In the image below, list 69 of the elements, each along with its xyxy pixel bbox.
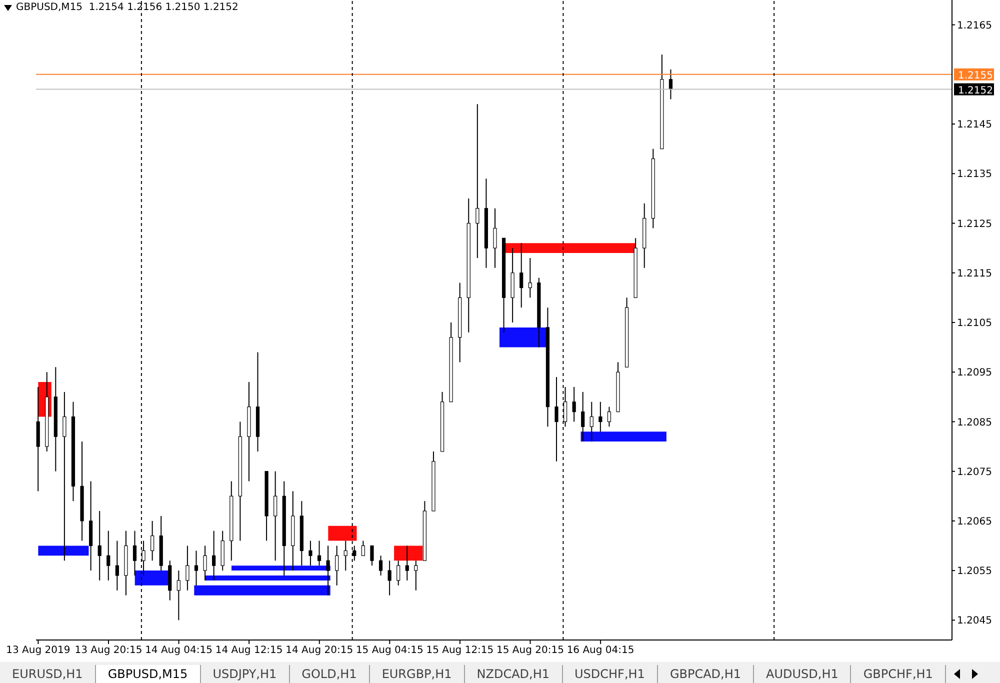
candlestick [528,257,532,298]
candlestick [106,530,110,581]
y-tick-label: 1.2085 [957,417,992,428]
candlestick [572,386,576,422]
text: GBPUSD,M15 [96,665,201,683]
x-tick-label: 13 Aug 2019 [6,645,70,656]
text: USDJPY,H1 [200,665,290,683]
text: USDCHF,H1 [562,665,658,683]
x-tick-label: 13 Aug 20:15 [74,645,142,656]
text: AUDUSD,H1 [754,665,852,683]
y-tick-label: 1.2125 [957,218,992,230]
y-tick-label: 1.2055 [957,566,992,578]
candlestick [476,104,480,258]
text: NZDCAD,H1 [464,665,563,683]
y-tick-label: 1.2165 [957,20,992,32]
candlestick [370,545,374,566]
candlestick [344,540,348,572]
text: GBPCHF,H1 [851,665,946,683]
candlestick [405,545,409,581]
text: GOLD,H1 [290,665,370,683]
candlestick [388,560,392,596]
candlestick [414,560,418,591]
chart-title: GBPUSD,M15 1.2154 1.2156 1.2150 1.2152 [16,2,238,13]
y-tick-label: 1.2045 [957,616,992,627]
ref-line-label: 1.2155 [958,70,993,82]
candlestick [194,550,198,586]
x-tick-label: 14 Aug 04:15 [145,645,212,656]
candlestick [203,545,207,581]
x-tick-label: 14 Aug 20:15 [286,645,354,656]
ref-line-label: 1.2152 [958,85,993,96]
candlestick [378,555,383,576]
y-tick-label: 1.2135 [957,169,992,180]
candlestick [98,510,102,581]
candlestick [581,391,585,442]
candlestick [493,208,497,268]
candlestick [186,545,190,591]
candlestick [590,401,594,442]
candlestick [335,545,339,586]
candlestick [554,376,558,462]
x-tick-label: 15 Aug 04:15 [356,645,424,656]
x-tick-label: 16 Aug 04:15 [566,645,634,656]
candlestick [361,540,365,556]
x-tick-label: 14 Aug 12:15 [215,645,283,656]
candlestick [274,470,278,562]
text: EURUSD,H1 [0,665,96,683]
y-tick-label: 1.2065 [957,516,992,528]
candlestick [176,570,180,621]
text: GBPCAD,H1 [658,665,754,683]
x-tick-label: 15 Aug 12:15 [426,645,494,656]
candlestick [607,406,612,428]
candlestick [396,560,400,586]
candlestick [62,391,66,562]
candlestick [520,242,524,308]
x-tick-label: 15 Aug 20:15 [496,645,564,656]
candlestick [317,540,322,566]
candlestick [150,520,154,562]
candlestick [308,540,312,566]
y-tick-label: 1.2105 [957,318,992,330]
y-tick-label: 1.2115 [957,268,992,280]
candlestick [132,530,137,576]
candlestick [668,68,673,100]
candlestick [115,540,119,591]
y-tick-label: 1.2145 [957,120,992,131]
candlestick [326,545,330,596]
text: EURGBP,H1 [370,665,465,683]
y-tick-label: 1.2095 [957,368,992,379]
candlestick [212,530,216,581]
candlestick [598,401,602,432]
y-tick-label: 1.2075 [957,466,992,478]
